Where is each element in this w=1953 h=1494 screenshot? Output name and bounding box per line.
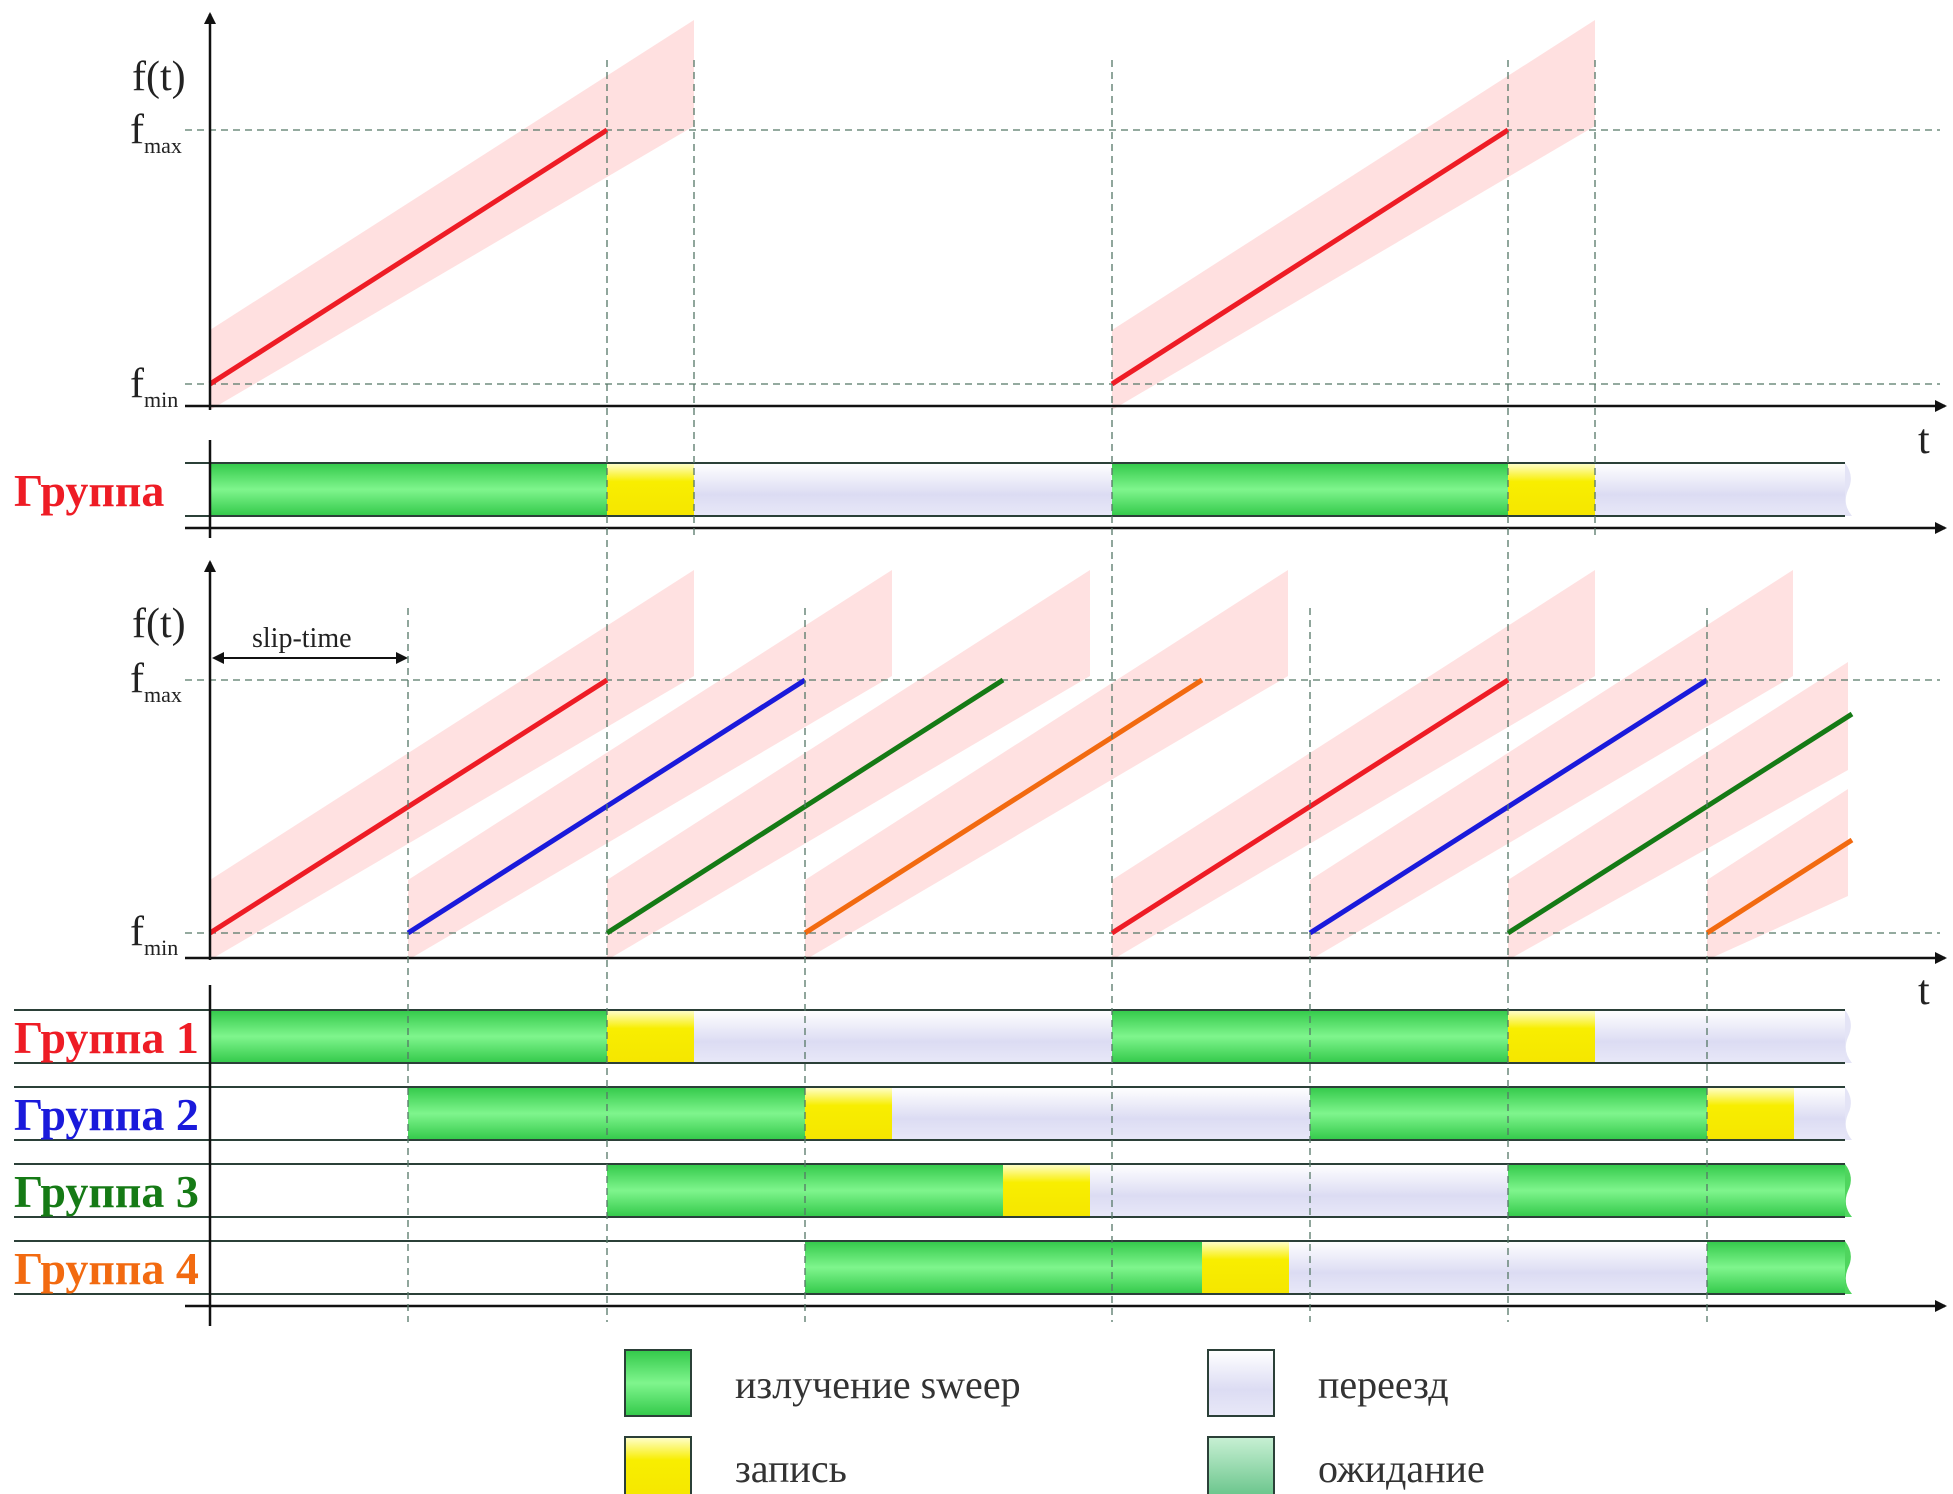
legend-label-wait: ожидание [1318,1446,1485,1491]
pink-band [210,570,694,960]
sweep-segment [1112,463,1508,516]
fmin-label: fmin [130,909,178,960]
group-bar-3: Группа 3 [14,1163,1852,1218]
bar-torn-edge [1845,1241,1852,1294]
y-axis-label: f(t) [132,54,186,100]
sweep-segment [805,1241,1202,1294]
pink-band [210,20,694,410]
x-axis-label: t [1918,417,1930,463]
bar-torn-edge [1845,463,1852,516]
fmax-label: fmax [130,656,182,707]
legend-swatch-record [624,1436,692,1494]
legend-swatch-sweep [624,1349,692,1417]
legend-label-move: переезд [1318,1362,1449,1407]
record-segment [805,1087,892,1140]
bottom-plot: slip-time f(t) fmax fmin t [130,560,1947,1014]
pink-band [1707,789,1848,960]
y-axis-label: f(t) [132,601,186,647]
record-segment [1003,1164,1090,1217]
group-label-3: Группа 3 [14,1166,199,1217]
record-segment [607,463,694,516]
fmin-label: fmin [130,361,178,412]
group-bar-1: Группа 1 [14,1009,1852,1064]
group-label-2: Группа 2 [14,1089,199,1140]
bar-torn-edge [1845,1164,1852,1217]
sweep-line-group3 [1506,711,1854,936]
slip-time-label: slip-time [252,623,352,654]
sweep-line-group1 [1110,127,1510,387]
pink-band [1112,20,1595,410]
group-label-single: Группа [14,465,164,516]
legend-label-record: запись [735,1446,847,1491]
legend: излучение sweep запись переезд ожидание [624,1349,1485,1494]
time-guides [407,60,1708,1322]
pink-band [1310,570,1793,960]
record-segment [1202,1241,1289,1294]
group-bar-4: Группа 4 [14,1240,1852,1295]
record-segment [1707,1087,1794,1140]
pink-band [1508,662,1848,960]
bar-torn-edge [1845,1010,1852,1063]
top-plot: f(t) fmax fmin t [130,12,1947,463]
bar-torn-edge [1845,1087,1852,1140]
record-segment [1508,1010,1595,1063]
pink-band [607,570,1090,960]
legend-swatch-wait [1207,1436,1275,1494]
sweep-segment [1508,1164,1845,1217]
pink-band [805,570,1288,960]
group-bar-2: Группа 2 [14,1086,1852,1141]
pink-band [408,570,892,960]
sweep-line-group4 [1705,837,1854,936]
group-label-4: Группа 4 [14,1243,199,1294]
pink-band [1112,570,1595,960]
legend-label-sweep: излучение sweep [735,1362,1021,1407]
record-segment [1508,463,1595,516]
fmax-label: fmax [130,107,182,158]
record-segment [607,1010,694,1063]
sweep-segment [1707,1241,1845,1294]
sweep-line-group1 [208,127,609,387]
legend-swatch-move [1207,1349,1275,1417]
top-group-bar: Группа [14,440,1947,538]
sweep-segment [210,463,607,516]
x-axis-label: t [1918,968,1930,1014]
sweep-line-group4 [803,677,1204,936]
group-label-1: Группа 1 [14,1012,199,1063]
